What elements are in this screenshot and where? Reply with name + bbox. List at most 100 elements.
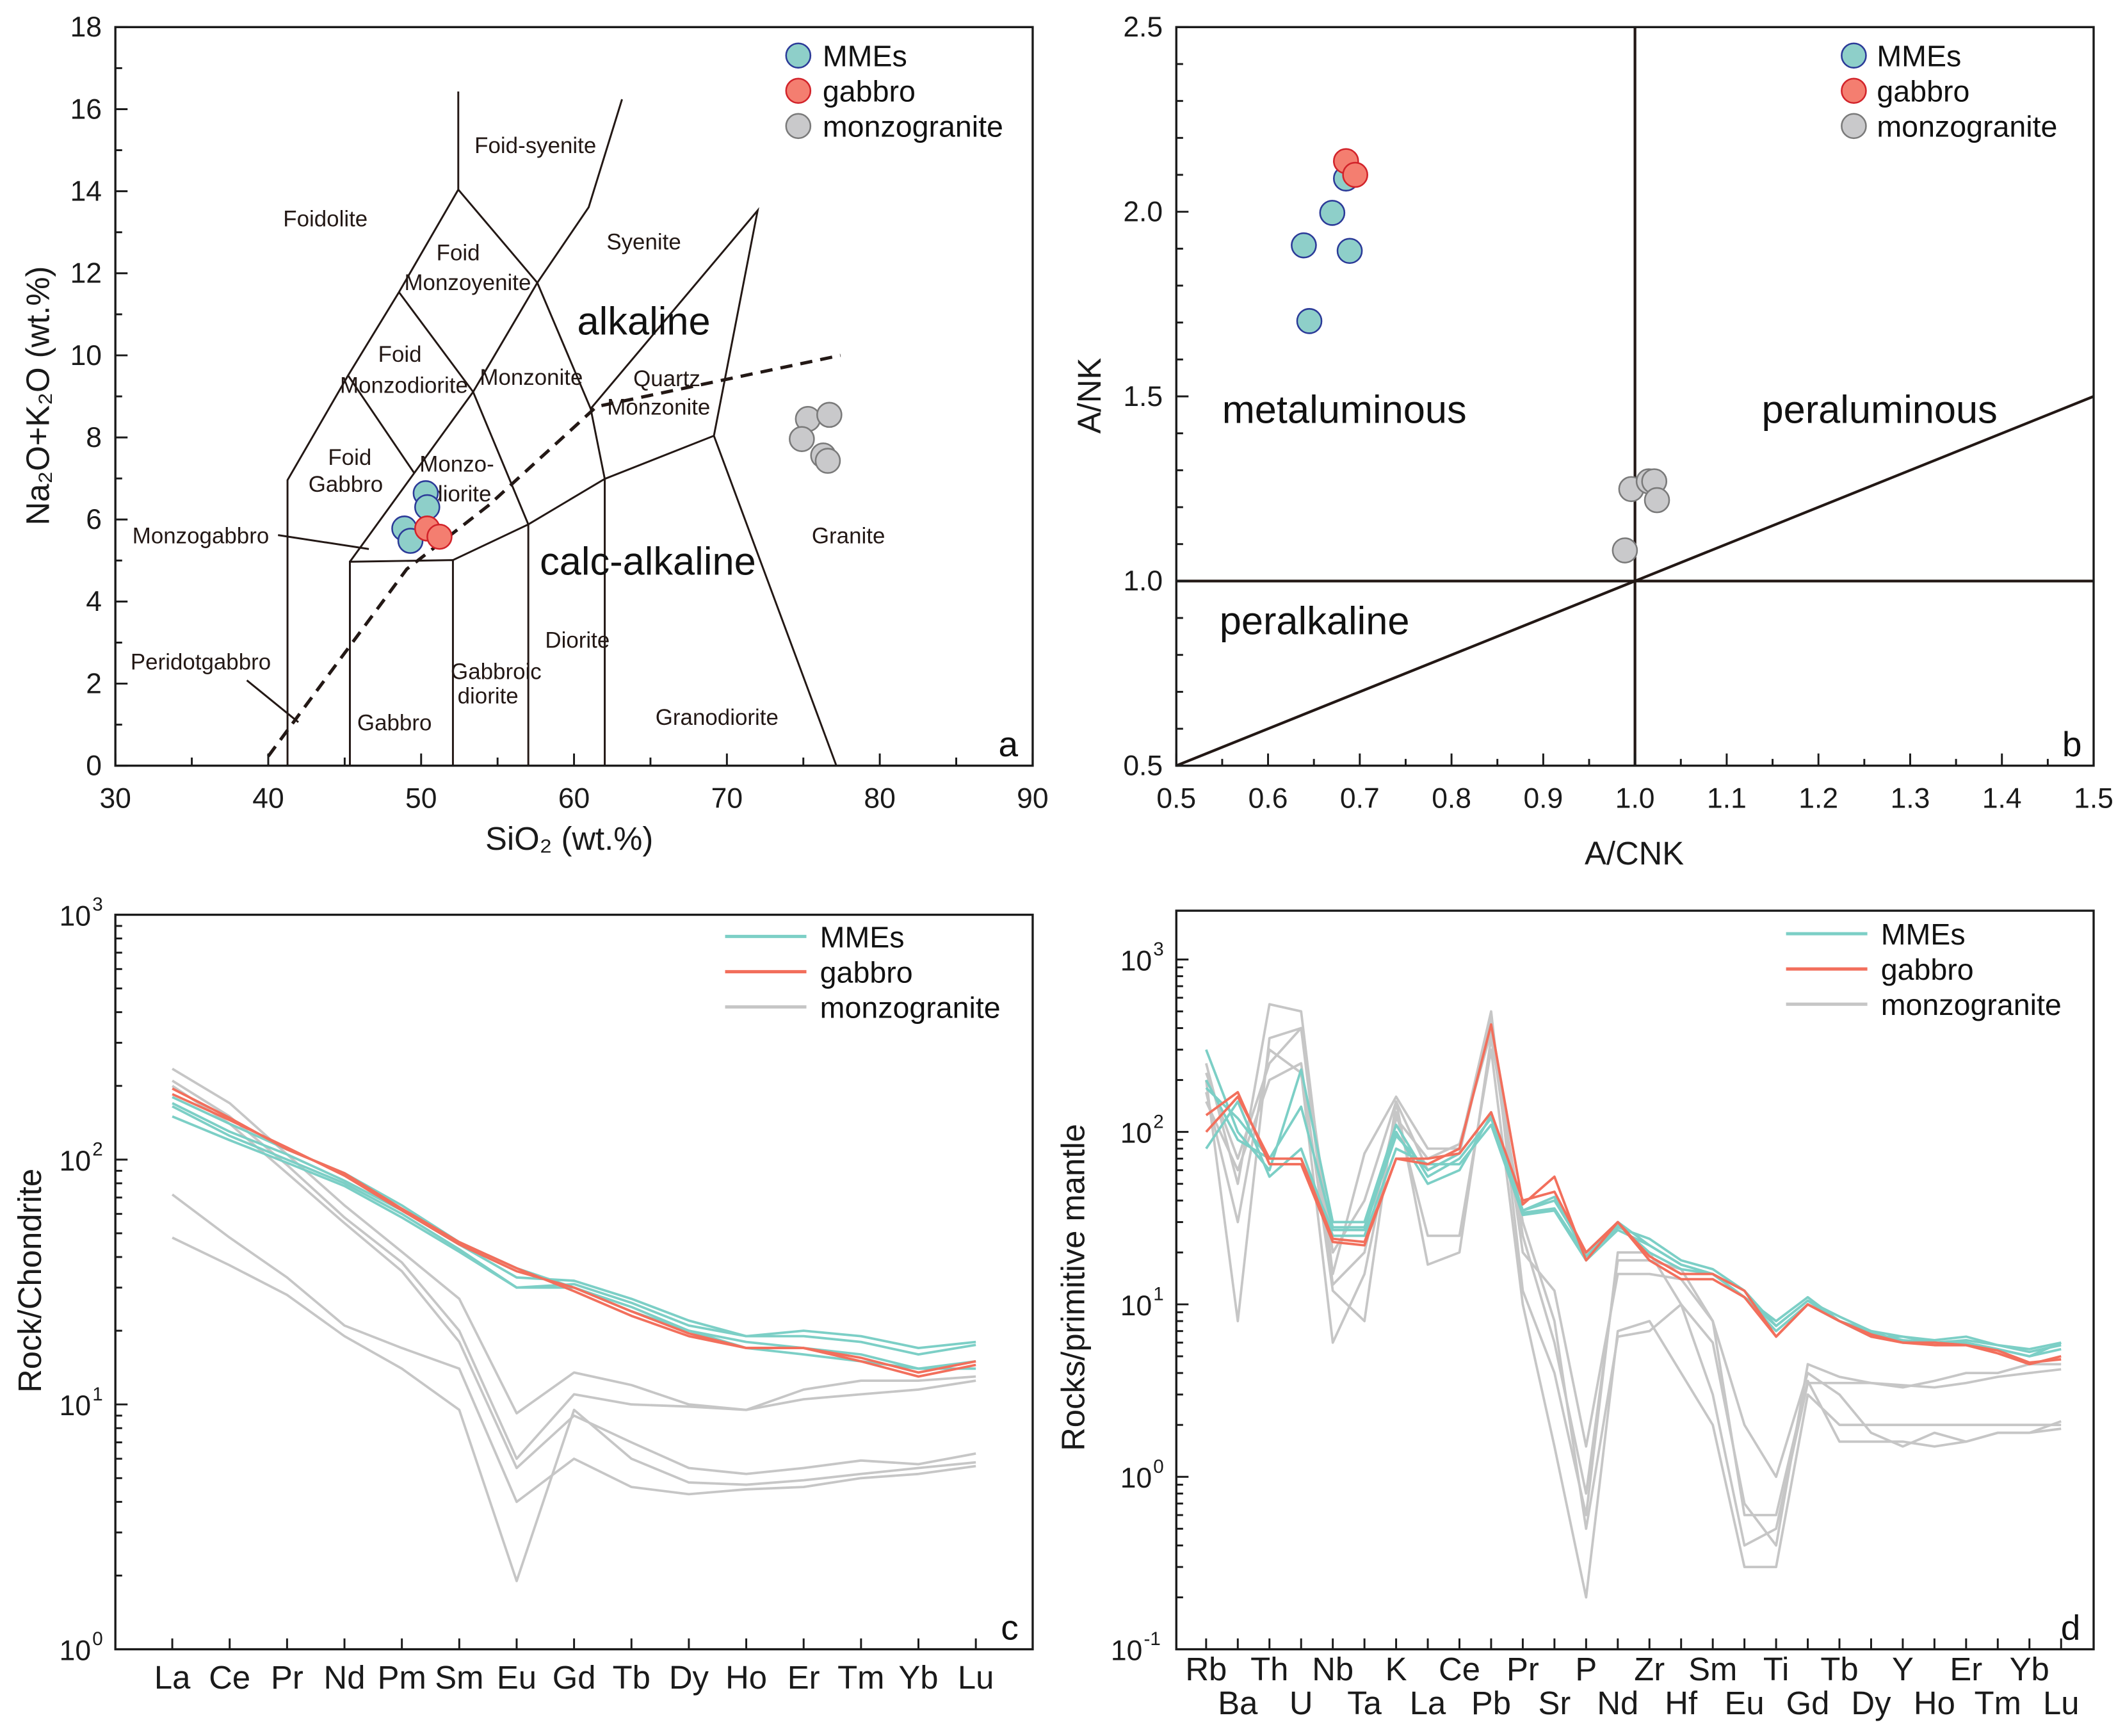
- field-label: Foid: [328, 445, 371, 470]
- field-boundary-line: [246, 679, 299, 723]
- alkaline-subalkaline-divider: [266, 353, 841, 758]
- legend-label: MMEs: [820, 920, 905, 953]
- field-boundary-line: [590, 207, 759, 436]
- x-category-label: Ho: [1914, 1685, 1955, 1721]
- field-label: Monzonite: [480, 365, 583, 390]
- x-tick-label: 1.5: [2074, 783, 2113, 814]
- series-line-gabbro: [172, 1087, 976, 1378]
- x-category-label: Ce: [209, 1659, 250, 1696]
- x-category-label: Tm: [1975, 1685, 2021, 1721]
- x-category-label: Gd: [1786, 1685, 1830, 1721]
- series-line-mmes: [172, 1105, 976, 1356]
- x-category-label: Nd: [1597, 1685, 1638, 1721]
- legend-label: gabbro: [820, 955, 913, 989]
- y-tick-label: 18: [70, 12, 102, 43]
- y-tick-exponent: 2: [1153, 1111, 1163, 1132]
- y-tick-label: 14: [70, 175, 102, 207]
- x-tick-label: 0.9: [1523, 783, 1563, 814]
- series-line-mmes: [1205, 1049, 2062, 1358]
- series-line-gabbro: [1205, 1023, 2062, 1366]
- y-tick-label: 10: [1120, 1118, 1152, 1149]
- x-category-label: Tb: [1820, 1651, 1858, 1687]
- y-tick-label: 0: [86, 750, 102, 782]
- field-boundary-line: [349, 389, 529, 563]
- field-label: calc-alkaline: [540, 539, 756, 583]
- legend-marker: [1841, 42, 1867, 69]
- panel-letter: c: [1001, 1608, 1019, 1648]
- x-tick-label: 0.5: [1156, 783, 1196, 814]
- x-category-label: Sm: [435, 1659, 483, 1696]
- x-tick-label: 60: [558, 783, 590, 814]
- data-point-gabbro: [426, 523, 453, 550]
- x-category-label: Ce: [1439, 1651, 1480, 1687]
- field-label: metaluminous: [1222, 387, 1467, 432]
- y-tick-label: 10: [1111, 1635, 1142, 1666]
- x-category-label: Tm: [837, 1659, 884, 1696]
- x-category-label: Pr: [1507, 1651, 1539, 1687]
- series-line-monzogranite: [172, 1085, 976, 1475]
- x-tick-label: 70: [711, 783, 743, 814]
- y-tick-label: 12: [70, 258, 102, 289]
- field-boundary-line: [278, 534, 369, 550]
- field-label: peralkaline: [1220, 599, 1410, 643]
- data-point-mmes: [1296, 308, 1323, 334]
- x-category-label: Gd: [553, 1659, 596, 1696]
- series-line-mmes: [172, 1096, 976, 1370]
- legend-label: gabbro: [1877, 75, 1969, 108]
- y-tick-exponent: 1: [1153, 1284, 1163, 1305]
- y-tick-label: 1.0: [1123, 565, 1163, 597]
- data-point-monzogranite: [789, 426, 815, 452]
- y-tick-label: 8: [86, 422, 102, 453]
- panel-a-tas-diagram: 30 40 50 60 70 80 90 0 2 4 6 8 10 12 14 16 18 SiO₂ (wt.%)…: [19, 12, 1048, 857]
- x-category-label: Nd: [324, 1659, 366, 1696]
- field-label: Monzodiorite: [340, 373, 468, 398]
- legend-label: monzogranite: [1877, 110, 2057, 143]
- legend-label: MMEs: [823, 40, 907, 73]
- x-category-label: Er: [1950, 1651, 1982, 1687]
- field-label: Foid-syenite: [474, 133, 596, 158]
- x-tick-label: 1.2: [1798, 783, 1838, 814]
- x-tick-label: 50: [405, 783, 437, 814]
- field-label: alkaline: [578, 300, 711, 344]
- series-line-mmes: [172, 1115, 976, 1370]
- field-label: peraluminous: [1761, 387, 1997, 432]
- panel-b-acnk-ank-diagram: 0.5 0.6 0.7 0.8 0.9 1.0 1.1 1.2 1.3 1.4 1.5 0.5 1.0 1…: [1071, 12, 2113, 872]
- field-label: diorite: [430, 482, 491, 507]
- y-tick-label: 0.5: [1123, 750, 1163, 782]
- data-point-monzogranite: [814, 448, 841, 474]
- x-category-label: Pm: [378, 1659, 426, 1696]
- x-tick-label: 1.4: [1982, 783, 2022, 814]
- y-tick-label: 1.5: [1123, 381, 1163, 412]
- x-tick-label: 40: [252, 783, 284, 814]
- field-label: Granodiorite: [656, 705, 779, 730]
- field-boundary-line: [457, 99, 623, 284]
- data-point-monzogranite: [1644, 487, 1670, 514]
- legend-label: monzogranite: [820, 991, 1001, 1024]
- series-line-gabbro: [172, 1092, 976, 1374]
- x-category-label: Lu: [958, 1659, 994, 1696]
- series-line-monzogranite: [1205, 1037, 2062, 1547]
- y-tick-exponent: -1: [1143, 1628, 1160, 1650]
- series-line-mmes: [172, 1102, 976, 1349]
- legend-label: gabbro: [1881, 953, 1974, 986]
- x-category-label: Pb: [1471, 1685, 1511, 1721]
- legend-marker: [785, 42, 812, 69]
- legend-marker: [1841, 113, 1867, 140]
- legend-label: monzogranite: [1881, 988, 2062, 1021]
- field-label: Syenite: [606, 229, 681, 254]
- series-line-monzogranite: [172, 1080, 976, 1460]
- x-category-label: Ti: [1763, 1651, 1789, 1687]
- series-line-monzogranite: [172, 1237, 976, 1582]
- field-label: Granite: [812, 524, 885, 549]
- x-category-label: U: [1289, 1685, 1313, 1721]
- x-axis-label: SiO₂ (wt.%): [485, 820, 653, 857]
- x-tick-label: 1.1: [1707, 783, 1747, 814]
- x-category-label: Pr: [271, 1659, 303, 1696]
- y-axis-label: A/NK: [1071, 358, 1108, 434]
- y-axis-label: Rocks/primitive mantle: [1054, 1124, 1091, 1451]
- field-label: Quartz: [633, 366, 700, 391]
- field-label: Gabbro: [357, 711, 432, 736]
- legend-marker: [1841, 77, 1867, 104]
- field-label: Diorite: [545, 628, 610, 653]
